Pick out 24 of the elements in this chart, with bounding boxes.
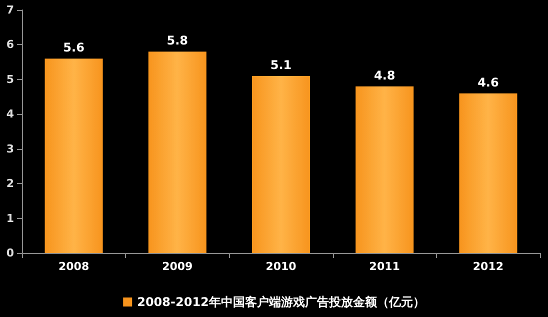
y-tick-label: 5 xyxy=(6,72,14,86)
y-tick-label: 6 xyxy=(6,38,14,52)
y-tick-label: 3 xyxy=(6,142,14,156)
x-tick-label: 2010 xyxy=(266,260,297,273)
x-tick-label: 2008 xyxy=(58,260,90,273)
bar xyxy=(459,93,518,253)
legend-label: 2008-2012年中国客户端游戏广告投放金额（亿元） xyxy=(137,295,425,309)
bar xyxy=(148,52,206,253)
x-tick-label: 2012 xyxy=(472,260,504,273)
x-tick-label: 2011 xyxy=(369,260,400,273)
data-label: 4.8 xyxy=(374,68,396,82)
x-tick-label: 2009 xyxy=(162,260,193,273)
bar xyxy=(252,76,310,253)
data-label: 4.6 xyxy=(478,75,499,90)
data-label: 5.8 xyxy=(166,34,188,48)
data-label: 5.6 xyxy=(63,40,84,55)
data-label: 5.1 xyxy=(270,58,292,72)
y-tick-label: 2 xyxy=(6,177,14,190)
y-tick-label: 0 xyxy=(6,246,14,260)
y-tick-label: 1 xyxy=(6,212,14,225)
bar xyxy=(356,86,414,253)
y-tick-label: 4 xyxy=(6,108,14,121)
y-tick-label: 7 xyxy=(6,4,14,16)
bar xyxy=(44,58,103,253)
